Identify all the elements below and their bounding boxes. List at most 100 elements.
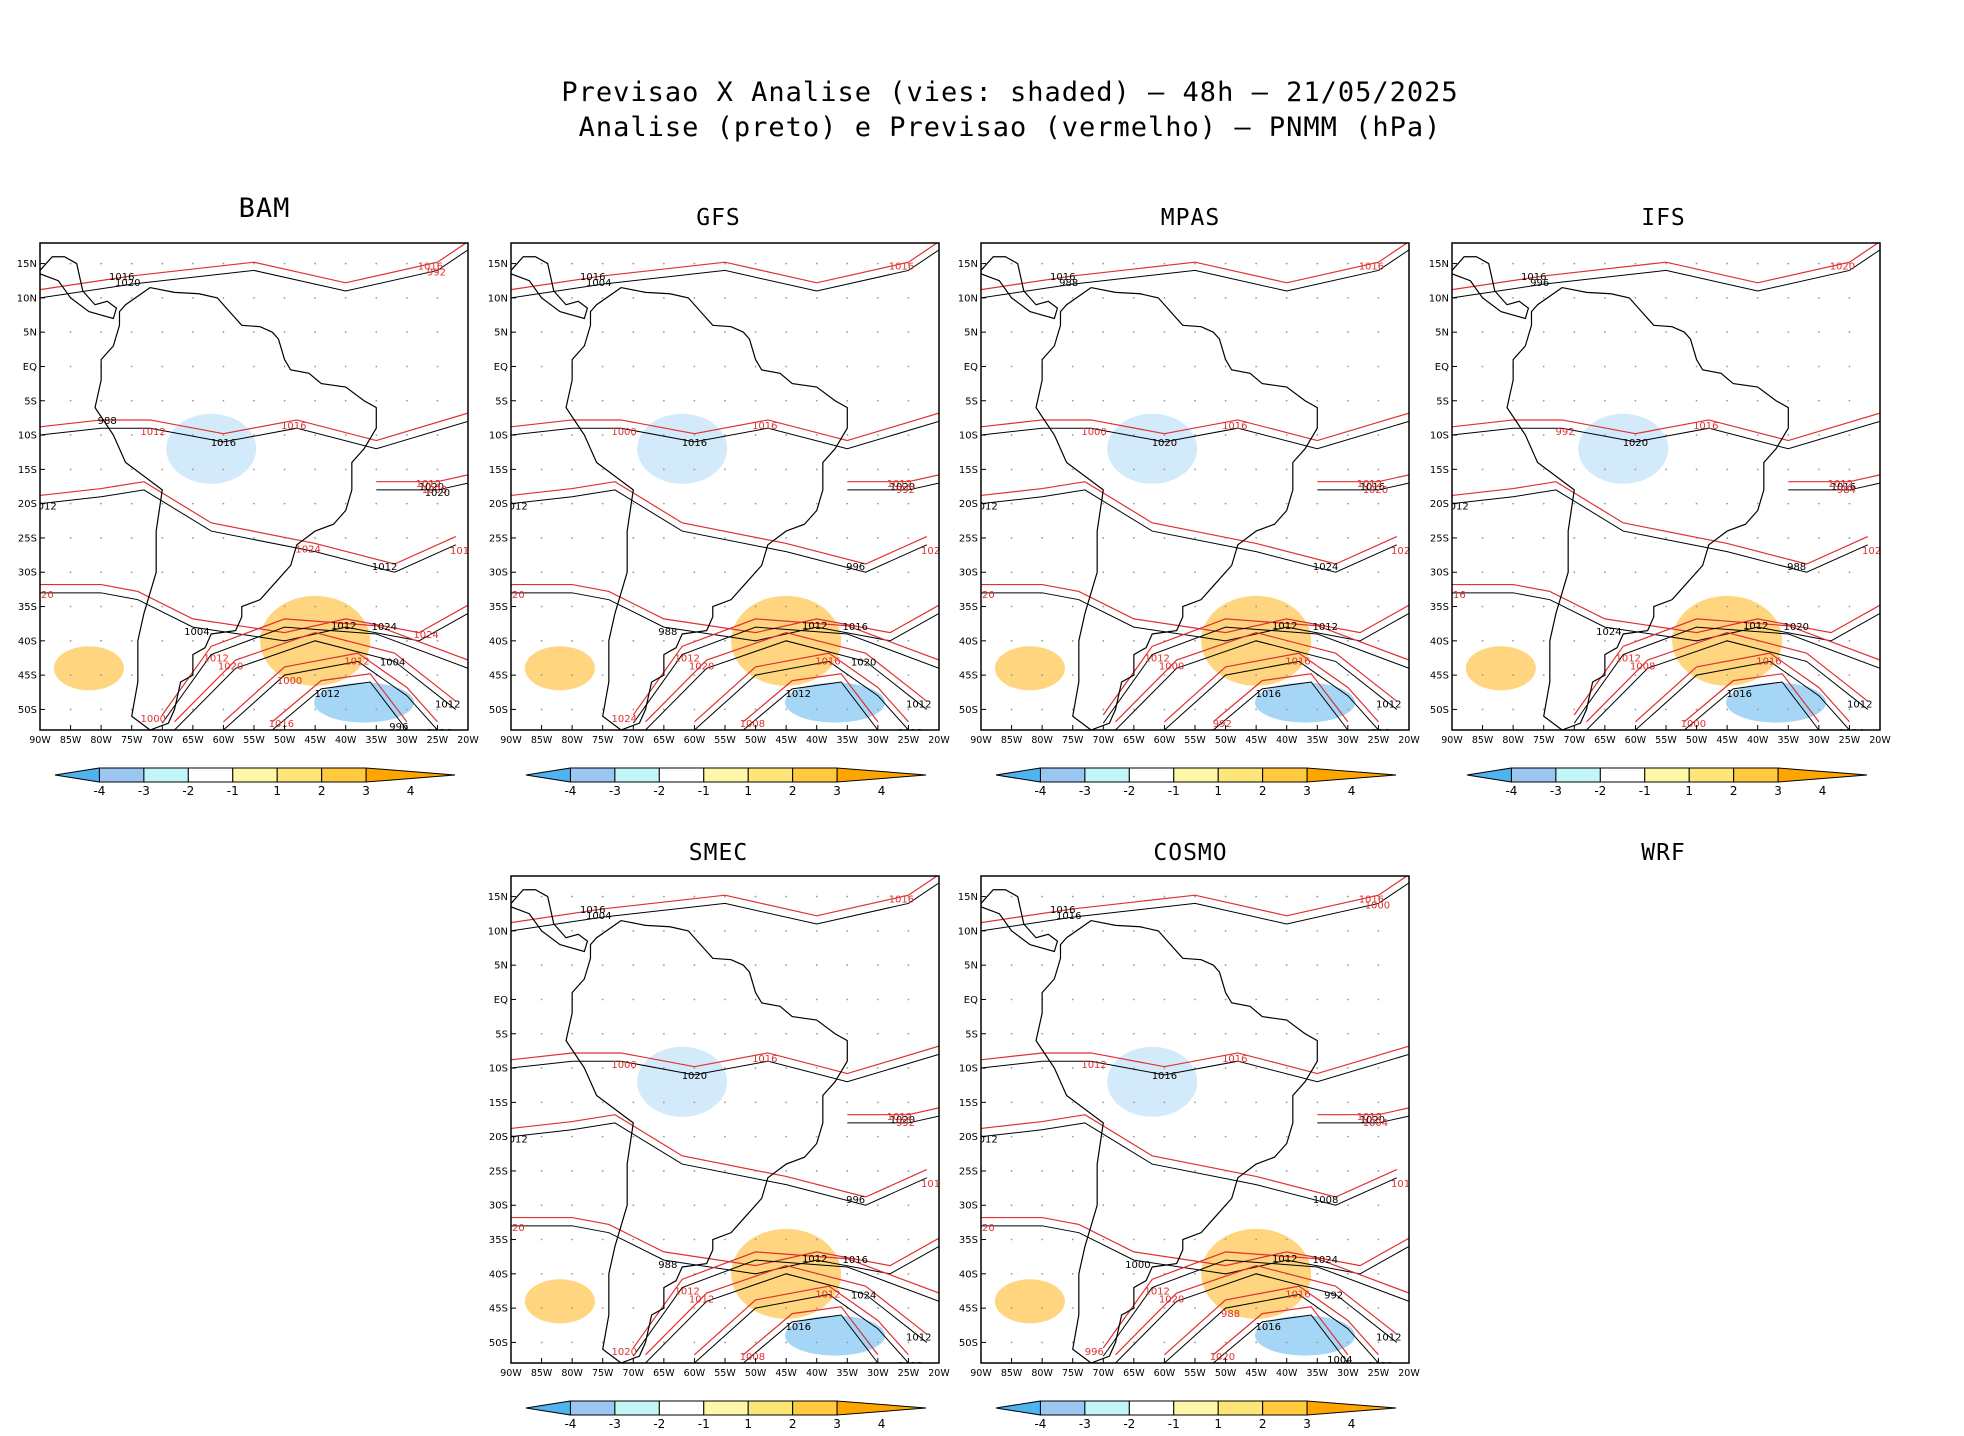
- grid-dot: [1010, 537, 1013, 539]
- grid-dot: [1102, 929, 1105, 932]
- grid-dot: [662, 1101, 665, 1104]
- grid-dot: [1224, 708, 1227, 711]
- lat-label: 40S: [959, 636, 978, 647]
- grid-dot: [1481, 639, 1484, 642]
- forecast-isobar: [742, 1306, 879, 1356]
- grid-dot: [754, 262, 757, 265]
- grid-dot: [815, 331, 818, 334]
- south-america-coastline: [1506, 286, 1789, 730]
- grid-dot: [1316, 1238, 1319, 1241]
- grid-dot: [161, 434, 164, 436]
- grid-dot: [253, 708, 255, 711]
- grid-dot: [1542, 468, 1545, 471]
- colorbar-extend-left: [525, 1400, 571, 1416]
- grid-dot: [815, 468, 818, 471]
- forecast-isobar: [1212, 673, 1349, 723]
- grid-dot: [540, 1170, 543, 1172]
- grid-dot: [69, 365, 72, 368]
- lon-label: 65W: [653, 735, 675, 746]
- grid-dot: [1787, 262, 1790, 265]
- pressure-label: 1016: [109, 272, 134, 283]
- grid-dot: [846, 998, 849, 1001]
- grid-dot: [1010, 331, 1013, 334]
- grid-dot: [1285, 998, 1288, 1001]
- forecast-isobar: [1452, 412, 1880, 442]
- pressure-label: 1000: [611, 1060, 636, 1071]
- lat-label: 25S: [489, 1166, 508, 1177]
- bias-area: [53, 646, 124, 691]
- grid-dot: [1346, 571, 1349, 574]
- grid-dot: [1726, 674, 1729, 677]
- grid-dot: [1102, 468, 1105, 471]
- grid-dot: [1224, 399, 1227, 402]
- pressure-label: 1020: [969, 1223, 994, 1234]
- grid-dot: [1756, 399, 1759, 402]
- grid-dot: [1163, 1101, 1166, 1104]
- grid-dot: [1634, 468, 1637, 471]
- panel-title-cosmo: COSMO: [1153, 840, 1228, 866]
- bias-area: [1255, 682, 1356, 723]
- grid-dot: [253, 674, 255, 677]
- grid-dot: [1132, 1135, 1135, 1138]
- grid-dot: [1041, 571, 1044, 574]
- grid-dot: [1316, 1101, 1319, 1104]
- grid-dot: [1573, 296, 1576, 299]
- lon-label: 35W: [1307, 1368, 1329, 1379]
- grid-dot: [1071, 296, 1074, 299]
- grid-dot: [191, 434, 194, 436]
- grid-dot: [876, 1307, 879, 1310]
- grid-dot: [1512, 262, 1515, 265]
- grid-dot: [1194, 964, 1196, 967]
- pressure-label: 984: [1837, 485, 1856, 496]
- grid-dot: [1010, 605, 1013, 608]
- pressure-label: 996: [389, 722, 408, 733]
- grid-dot: [191, 365, 194, 368]
- lat-label: 15S: [1430, 465, 1449, 476]
- grid-dot: [632, 1101, 635, 1104]
- lon-label: 30W: [1337, 735, 1359, 746]
- grid-dot: [662, 895, 665, 898]
- analysis-isobar: [632, 1259, 939, 1357]
- lon-label: 60W: [213, 735, 235, 746]
- grid-dot: [1665, 537, 1667, 539]
- grid-dot: [375, 605, 378, 608]
- grid-dot: [632, 262, 635, 265]
- colorbar-label: -1: [698, 1417, 710, 1431]
- grid-dot: [161, 571, 164, 574]
- grid-dot: [1224, 998, 1227, 1001]
- grid-dot: [405, 434, 408, 436]
- grid-dot: [1071, 998, 1074, 1001]
- lon-label: 65W: [1123, 1368, 1145, 1379]
- grid-dot: [876, 1272, 879, 1275]
- grid-dot: [222, 468, 225, 471]
- grid-dot: [724, 1238, 726, 1241]
- grid-dot: [876, 964, 879, 967]
- grid-dot: [1163, 1238, 1166, 1241]
- grid-dot: [375, 399, 378, 402]
- grid-dot: [100, 262, 103, 265]
- grid-dot: [1285, 895, 1288, 898]
- pressure-label: 1000: [611, 427, 636, 438]
- grid-dot: [1787, 571, 1790, 574]
- bias-area: [1726, 682, 1827, 723]
- colorbar: -4 -3 -2 -1 1 2 3 4: [525, 1400, 927, 1431]
- panel-title-mpas: MPAS: [1160, 205, 1221, 231]
- analysis-isobar: [981, 249, 1409, 299]
- analysis-isobar: [1452, 489, 1868, 573]
- lat-label: EQ: [964, 362, 978, 373]
- bias-area: [1255, 1315, 1356, 1356]
- lon-label: 70W: [1564, 735, 1586, 746]
- grid-dot: [344, 708, 347, 711]
- grid-dot: [815, 537, 818, 539]
- grid-dot: [693, 998, 696, 1001]
- analysis-isobar: [981, 1225, 1409, 1275]
- grid-dot: [540, 399, 543, 402]
- lat-label: 5S: [495, 1029, 508, 1040]
- grid-dot: [601, 1101, 604, 1104]
- colorbar-label: 2: [789, 1417, 797, 1431]
- grid-dot: [1041, 1135, 1044, 1138]
- grid-dot: [1848, 502, 1851, 505]
- grid-dot: [405, 639, 408, 642]
- grid-dot: [375, 502, 378, 505]
- grid-dot: [724, 1272, 726, 1275]
